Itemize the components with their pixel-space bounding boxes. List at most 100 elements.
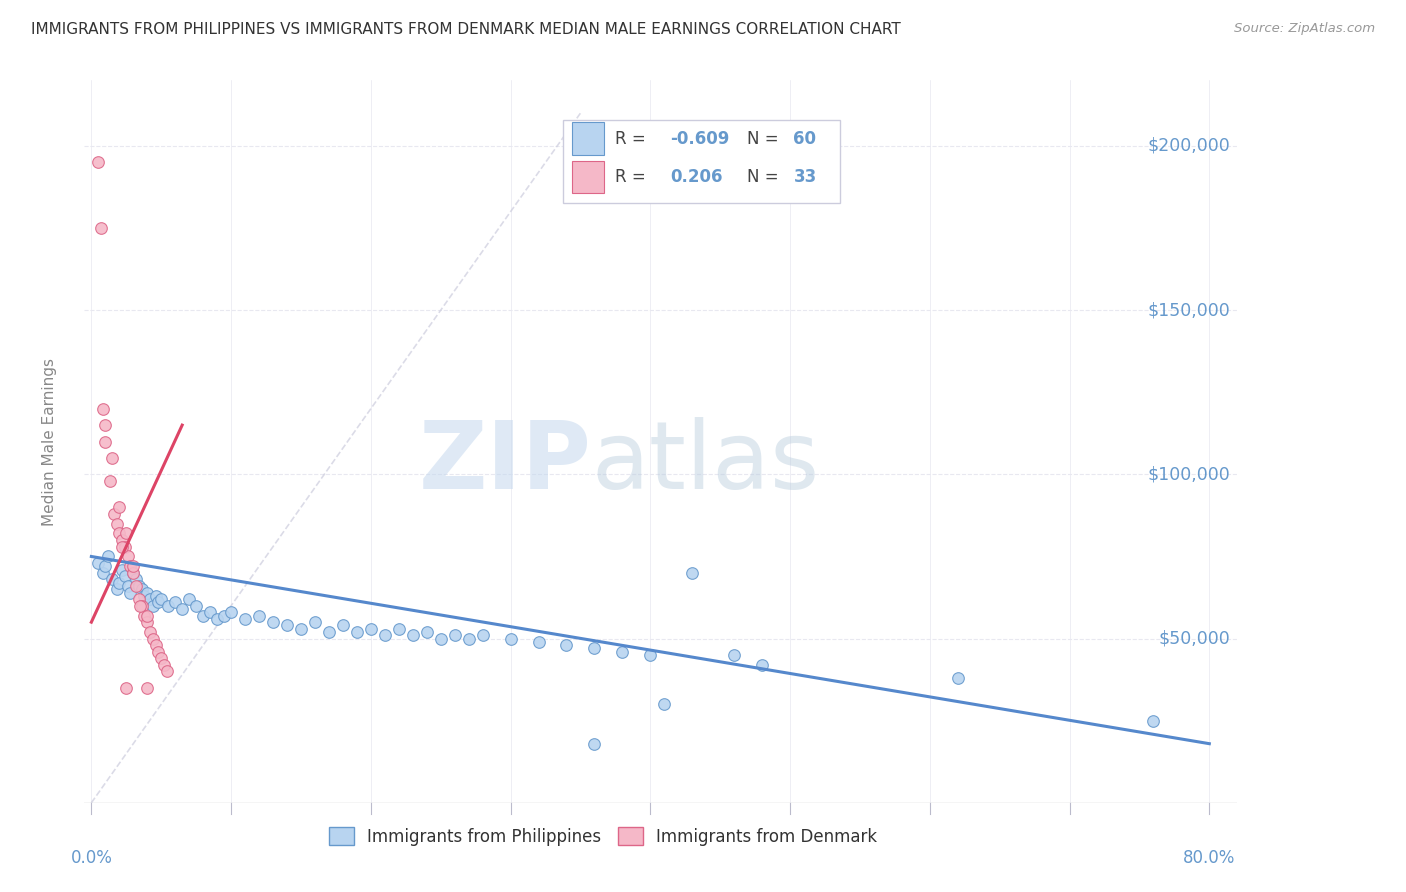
Point xyxy=(555,638,578,652)
Point xyxy=(98,474,121,488)
Point xyxy=(346,625,368,640)
Point xyxy=(652,698,675,712)
FancyBboxPatch shape xyxy=(572,161,605,194)
Point xyxy=(134,589,156,603)
Point xyxy=(157,599,180,613)
Point xyxy=(276,618,298,632)
Point xyxy=(94,559,117,574)
Point xyxy=(172,602,194,616)
Text: R =: R = xyxy=(614,168,657,186)
Point xyxy=(751,657,773,672)
Point xyxy=(142,632,165,646)
Point xyxy=(262,615,284,630)
Point xyxy=(153,657,176,672)
Point xyxy=(134,608,156,623)
Point xyxy=(443,628,465,642)
Point xyxy=(103,507,125,521)
Point xyxy=(128,592,150,607)
Point xyxy=(108,500,131,515)
Point xyxy=(179,592,201,607)
Point xyxy=(150,592,173,607)
Point xyxy=(87,155,110,169)
Point xyxy=(97,549,120,564)
Point xyxy=(111,563,134,577)
Point xyxy=(111,540,134,554)
Point xyxy=(165,595,187,609)
Point xyxy=(191,608,214,623)
Point xyxy=(233,612,256,626)
Point xyxy=(136,615,159,630)
Point xyxy=(139,592,162,607)
Point xyxy=(111,533,134,547)
Point xyxy=(388,622,411,636)
Legend: Immigrants from Philippines, Immigrants from Denmark: Immigrants from Philippines, Immigrants … xyxy=(322,821,884,852)
Point xyxy=(290,622,312,636)
Point xyxy=(91,401,114,416)
Point xyxy=(374,628,396,642)
Point xyxy=(114,540,136,554)
Point xyxy=(136,585,159,599)
Point xyxy=(108,575,131,590)
Text: ZIP: ZIP xyxy=(419,417,592,509)
Point xyxy=(332,618,354,632)
Point xyxy=(212,608,235,623)
Point xyxy=(148,645,170,659)
Point xyxy=(304,615,326,630)
Text: $100,000: $100,000 xyxy=(1147,466,1230,483)
FancyBboxPatch shape xyxy=(562,120,839,203)
Point xyxy=(105,516,128,531)
Point xyxy=(108,526,131,541)
Point xyxy=(90,221,112,235)
Point xyxy=(120,559,142,574)
Point xyxy=(499,632,522,646)
Point xyxy=(471,628,494,642)
Text: -0.609: -0.609 xyxy=(671,129,730,148)
Point xyxy=(402,628,425,642)
Point xyxy=(145,589,167,603)
Point xyxy=(429,632,451,646)
Text: 80.0%: 80.0% xyxy=(1182,849,1236,867)
Point xyxy=(131,599,153,613)
Text: $150,000: $150,000 xyxy=(1147,301,1230,319)
Point xyxy=(125,579,148,593)
Text: IMMIGRANTS FROM PHILIPPINES VS IMMIGRANTS FROM DENMARK MEDIAN MALE EARNINGS CORR: IMMIGRANTS FROM PHILIPPINES VS IMMIGRANT… xyxy=(31,22,901,37)
Point xyxy=(101,450,124,465)
Point xyxy=(101,573,124,587)
Point xyxy=(148,595,170,609)
Text: R =: R = xyxy=(614,129,651,148)
Point xyxy=(139,625,162,640)
Point xyxy=(583,737,606,751)
Point xyxy=(247,608,270,623)
Point xyxy=(457,632,479,646)
Point xyxy=(198,605,221,619)
FancyBboxPatch shape xyxy=(572,122,605,155)
Point xyxy=(87,556,110,570)
Text: Source: ZipAtlas.com: Source: ZipAtlas.com xyxy=(1234,22,1375,36)
Point xyxy=(723,648,745,662)
Text: $50,000: $50,000 xyxy=(1159,630,1230,648)
Point xyxy=(94,418,117,433)
Point xyxy=(1142,714,1164,728)
Point xyxy=(136,681,159,695)
Point xyxy=(360,622,382,636)
Point xyxy=(120,585,142,599)
Point xyxy=(114,569,136,583)
Point xyxy=(105,582,128,597)
Point xyxy=(122,566,145,580)
Point xyxy=(145,638,167,652)
Point xyxy=(205,612,228,626)
Text: $200,000: $200,000 xyxy=(1147,137,1230,155)
Point xyxy=(156,665,179,679)
Text: N =: N = xyxy=(748,168,785,186)
Point xyxy=(122,566,145,580)
Text: atlas: atlas xyxy=(592,417,820,509)
Point xyxy=(129,599,152,613)
Point xyxy=(142,599,165,613)
Point xyxy=(125,573,148,587)
Point xyxy=(136,608,159,623)
Point xyxy=(128,579,150,593)
Point xyxy=(416,625,439,640)
Text: 0.0%: 0.0% xyxy=(70,849,112,867)
Point xyxy=(186,599,208,613)
Point xyxy=(681,566,703,580)
